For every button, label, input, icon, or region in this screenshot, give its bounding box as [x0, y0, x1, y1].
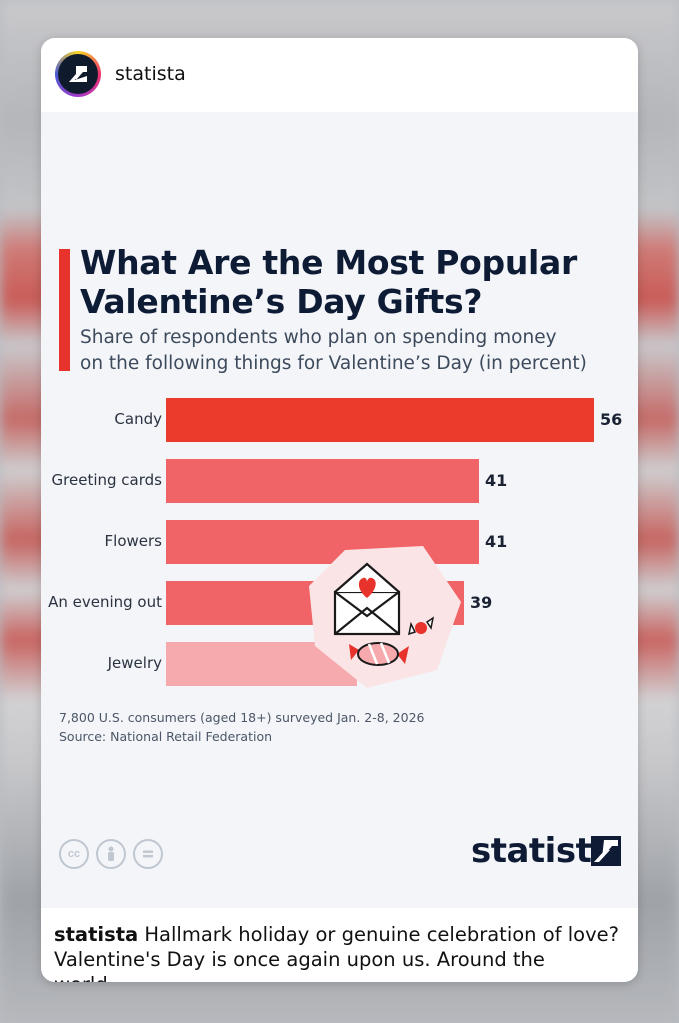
caption-line1: Hallmark holiday or genuine celebration …	[144, 923, 619, 946]
bar-label: Greeting cards	[51, 471, 162, 489]
valentine-illustration	[309, 546, 461, 688]
bar	[166, 398, 594, 442]
bar-row: Candy 56	[41, 398, 638, 442]
chart-subtitle: Share of respondents who plan on spendin…	[80, 325, 600, 377]
bar-value-label: 39	[470, 593, 493, 612]
post-handle[interactable]: statista	[115, 63, 186, 85]
bar-label: An evening out	[48, 593, 162, 611]
caption-user[interactable]: statista	[54, 923, 139, 946]
caption-line2[interactable]: Valentine's Day is once again upon us. A…	[54, 948, 545, 982]
bar-value-label: 41	[485, 471, 508, 490]
chart-subtitle-line1: Share of respondents who plan on spendin…	[80, 327, 557, 348]
bar	[166, 459, 479, 503]
chart-title-line1: What Are the Most Popular	[80, 243, 577, 282]
avatar[interactable]	[55, 51, 101, 97]
chart-subtitle-line2: on the following things for Valentine’s …	[80, 353, 587, 374]
bar-label: Jewelry	[107, 654, 162, 672]
small-candy-icon	[408, 616, 435, 636]
chart-title-line2: Valentine’s Day Gifts?	[80, 282, 483, 321]
post-card: statista What Are the Most Popular Valen…	[41, 38, 638, 982]
license-icons: cc	[59, 839, 170, 869]
candy-icon	[349, 642, 409, 666]
envelope-icon	[333, 562, 401, 636]
bar-value-label: 41	[485, 532, 508, 551]
brand-wordmark: statista	[471, 831, 614, 871]
bar-row: Greeting cards 41	[41, 459, 638, 503]
bar-label: Candy	[114, 410, 162, 428]
post-header: statista	[41, 38, 638, 112]
bar-label: Flowers	[104, 532, 162, 550]
survey-note: 7,800 U.S. consumers (aged 18+) surveyed…	[59, 710, 425, 725]
attribution-icon[interactable]	[96, 839, 126, 869]
heart-icon	[358, 577, 376, 598]
statista-brand-icon	[591, 836, 621, 866]
title-accent-bar	[59, 249, 70, 371]
creative-commons-icon[interactable]: cc	[59, 839, 89, 869]
caption-text: statista Hallmark holiday or genuine cel…	[54, 922, 629, 982]
bar-value-label: 56	[600, 410, 623, 429]
chart-title: What Are the Most Popular Valentine’s Da…	[80, 243, 600, 321]
no-derivatives-icon[interactable]	[133, 839, 163, 869]
infographic: What Are the Most Popular Valentine’s Da…	[41, 112, 638, 946]
post-caption: statista Hallmark holiday or genuine cel…	[41, 908, 638, 982]
source-note: Source: National Retail Federation	[59, 729, 273, 744]
statista-logo-icon	[58, 54, 98, 94]
